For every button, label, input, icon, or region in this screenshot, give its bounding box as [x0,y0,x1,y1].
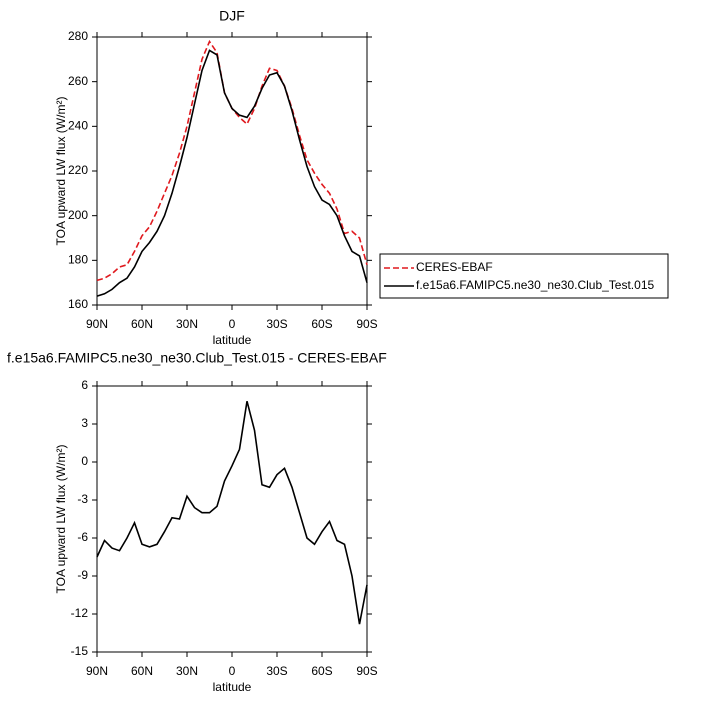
x-tick-label: 60N [131,317,153,331]
y-tick-label: -15 [71,644,89,658]
chart-title: DJF [219,8,245,24]
y-axis-label: TOA upward LW flux (W/m²) [54,445,68,594]
x-tick-label: 90S [356,317,377,331]
data-line [96,49,368,297]
y-tick-label: 220 [68,163,88,177]
legend-label: CERES-EBAF [416,260,493,274]
y-tick-label: -9 [77,568,88,582]
chart-title: f.e15a6.FAMIPC5.ne30_ne30.Club_Test.015 … [7,350,387,366]
x-tick-label: 60N [131,664,153,678]
data-line [96,401,368,625]
plot-frame [96,36,368,306]
y-tick-label: 0 [81,454,88,468]
y-tick-label: -12 [71,606,89,620]
y-tick-label: 260 [68,74,88,88]
legend-box [379,253,669,299]
y-axis-label: TOA upward LW flux (W/m²) [54,97,68,246]
y-tick-label: 160 [68,297,88,311]
y-tick-label: -6 [77,530,88,544]
x-tick-label: 30N [176,317,198,331]
x-tick-label: 0 [229,317,236,331]
x-tick-label: 30N [176,664,198,678]
y-tick-label: 3 [81,416,88,430]
x-tick-label: 60S [311,664,332,678]
y-tick-label: 6 [81,378,88,392]
x-axis-label: latitude [213,680,252,694]
x-tick-label: 90N [86,664,108,678]
x-tick-label: 90N [86,317,108,331]
x-tick-label: 0 [229,664,236,678]
x-tick-label: 90S [356,664,377,678]
y-tick-label: -3 [77,492,88,506]
y-tick-label: 280 [68,29,88,43]
plot-frame [96,385,368,653]
x-axis-label: latitude [213,333,252,347]
y-tick-label: 200 [68,208,88,222]
data-line [96,39,368,282]
x-tick-label: 30S [266,664,287,678]
x-tick-label: 60S [311,317,332,331]
legend-label: f.e15a6.FAMIPC5.ne30_ne30.Club_Test.015 [416,278,654,292]
x-tick-label: 30S [266,317,287,331]
y-tick-label: 180 [68,253,88,267]
y-tick-label: 240 [68,119,88,133]
